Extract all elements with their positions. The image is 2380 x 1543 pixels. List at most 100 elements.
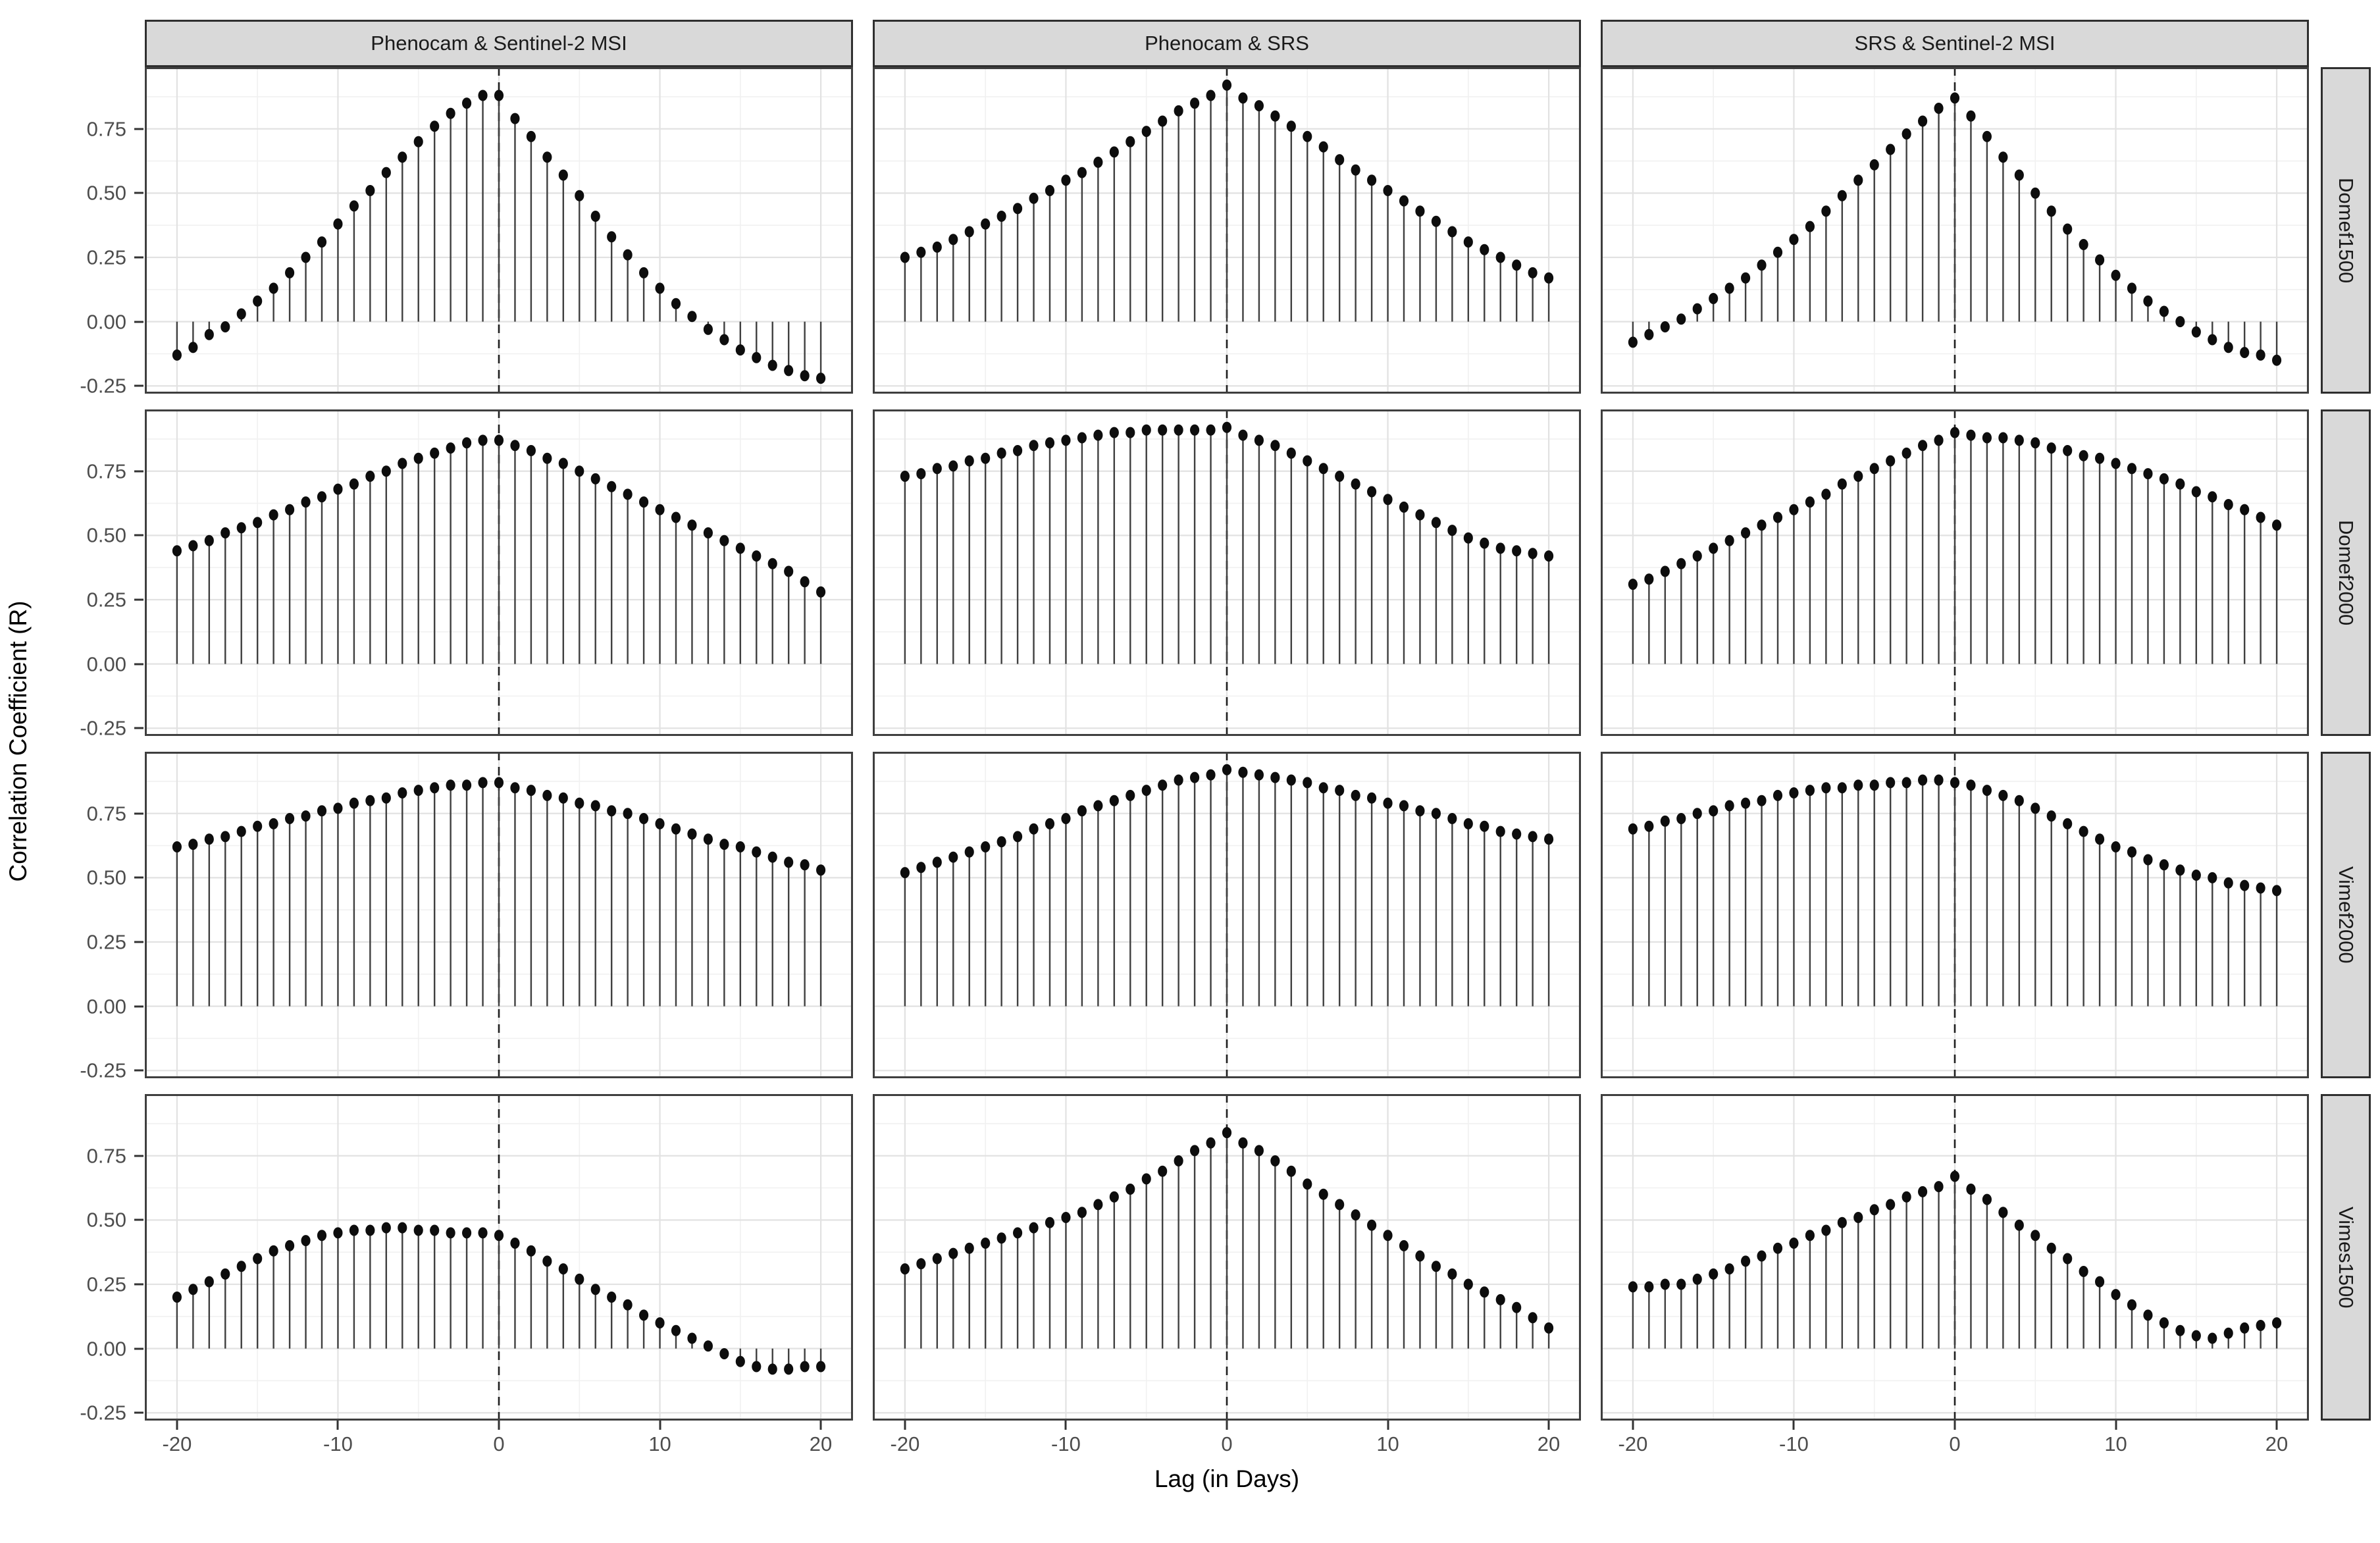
y-axis-ticks-row-3: 0.75 0.50 0.25 0.00 -0.25 [0,752,145,1081]
panel-domef1500-phenocam-srs [873,67,1581,394]
stem-plot-svg [145,67,853,394]
stem-plot-svg [873,67,1581,394]
y-tick-label: 0.75 [86,1144,126,1168]
y-tick-label: 0.25 [86,930,126,954]
facet-column-label: SRS & Sentinel-2 MSI [1854,32,2056,55]
x-axis-ticks-col-2: -20 -10 0 10 20 [873,1421,1581,1456]
panel-vimef2000-phenocam-srs [873,752,1581,1078]
facet-row-header: Vimef2000 [2321,752,2371,1078]
y-tick-mark [134,1411,143,1414]
facet-column-label: Phenocam & Sentinel-2 MSI [371,32,627,55]
y-tick-label: 0.00 [86,310,126,334]
panel-domef1500-phenocam-sentinel2 [145,67,853,394]
stem-plot-svg [1601,752,2309,1078]
facet-row-header: Domef2000 [2321,409,2371,736]
x-tick-label: -20 [890,1432,920,1455]
x-tick-mark [819,1421,822,1430]
stem-plot-svg [1601,67,2309,394]
y-tick-mark [134,1005,143,1008]
y-tick-label: 0.50 [86,523,126,547]
facet-row-label: Domef2000 [2335,519,2358,626]
x-tick-label: 20 [809,1432,833,1455]
y-tick-mark [134,941,143,943]
x-tick-label: 10 [648,1432,671,1455]
stem-plot-svg [145,1094,853,1421]
y-tick-label: 0.25 [86,588,126,612]
y-tick-mark [134,1218,143,1221]
x-tick-mark [659,1421,661,1430]
x-axis-title: Lag (in Days) [1154,1465,1300,1492]
y-tick-mark [134,812,143,815]
y-tick-mark [134,598,143,601]
y-tick-label: 0.25 [86,1272,126,1296]
y-tick-mark [134,321,143,323]
y-tick-label: 0.75 [86,459,126,483]
x-tick-mark [1547,1421,1550,1430]
y-tick-label: 0.25 [86,246,126,269]
y-tick-label: 0.50 [86,866,126,889]
panel-vimef2000-srs-sentinel2 [1601,752,2309,1078]
x-tick-mark [1632,1421,1634,1430]
stem-plot-svg [873,752,1581,1078]
x-tick-label: -20 [162,1432,192,1455]
y-tick-label: 0.50 [86,1208,126,1232]
y-tick-mark [134,1283,143,1286]
panel-domef2000-srs-sentinel2 [1601,409,2309,736]
y-axis-ticks-row-1: 0.75 0.50 0.25 0.00 -0.25 [0,67,145,398]
x-tick-label: 0 [1949,1432,1961,1455]
y-axis-ticks-row-2: 0.75 0.50 0.25 0.00 -0.25 [0,409,145,740]
panel-vimes1500-phenocam-sentinel2 [145,1094,853,1421]
x-tick-label: 10 [2104,1432,2127,1455]
x-tick-mark [176,1421,178,1430]
y-axis-ticks-row-4: 0.75 0.50 0.25 0.00 -0.25 [0,1094,145,1425]
x-tick-mark [336,1421,339,1430]
panel-domef2000-phenocam-sentinel2 [145,409,853,736]
x-tick-mark [1064,1421,1067,1430]
y-axis-title: Correlation Coefficient (R) [5,600,32,882]
panel-vimes1500-srs-sentinel2 [1601,1094,2309,1421]
y-tick-mark [134,1069,143,1072]
x-tick-mark [1792,1421,1795,1430]
x-tick-mark [1226,1421,1228,1430]
x-tick-label: 0 [493,1432,505,1455]
panel-vimef2000-phenocam-sentinel2 [145,752,853,1078]
x-tick-label: 20 [2265,1432,2289,1455]
facet-column-header: Phenocam & Sentinel-2 MSI [145,20,853,67]
facet-column-header: SRS & Sentinel-2 MSI [1601,20,2309,67]
stem-plot-svg [1601,409,2309,736]
y-tick-label: 0.00 [86,1337,126,1361]
y-tick-mark [134,1347,143,1350]
y-tick-mark [134,663,143,666]
y-tick-label: -0.25 [80,1401,126,1425]
x-axis-ticks-col-1: -20 -10 0 10 20 [145,1421,853,1456]
x-tick-mark [1953,1421,1956,1430]
facet-row-header: Domef1500 [2321,67,2371,394]
stem-plot-svg [1601,1094,2309,1421]
stem-plot-svg [873,409,1581,736]
x-tick-label: -20 [1618,1432,1648,1455]
facet-column-label: Phenocam & SRS [1145,32,1309,55]
facet-column-header: Phenocam & SRS [873,20,1581,67]
x-tick-mark [904,1421,906,1430]
y-tick-mark [134,384,143,387]
x-tick-mark [2275,1421,2278,1430]
x-tick-mark [498,1421,500,1430]
x-tick-label: 20 [1537,1432,1561,1455]
panel-domef2000-phenocam-srs [873,409,1581,736]
facet-row-label: Vimes1500 [2335,1206,2358,1309]
y-tick-mark [134,256,143,259]
y-tick-mark [134,534,143,536]
y-tick-mark [134,876,143,879]
x-axis-ticks-col-3: -20 -10 0 10 20 [1601,1421,2309,1456]
facet-row-label: Domef1500 [2335,177,2358,284]
x-tick-mark [2115,1421,2117,1430]
y-tick-mark [134,192,143,194]
panel-vimes1500-phenocam-srs [873,1094,1581,1421]
y-tick-label: -0.25 [80,716,126,740]
y-tick-label: 0.75 [86,117,126,141]
y-tick-mark [134,727,143,729]
x-tick-label: 10 [1376,1432,1399,1455]
y-tick-label: -0.25 [80,374,126,398]
facet-row-header: Vimes1500 [2321,1094,2371,1421]
